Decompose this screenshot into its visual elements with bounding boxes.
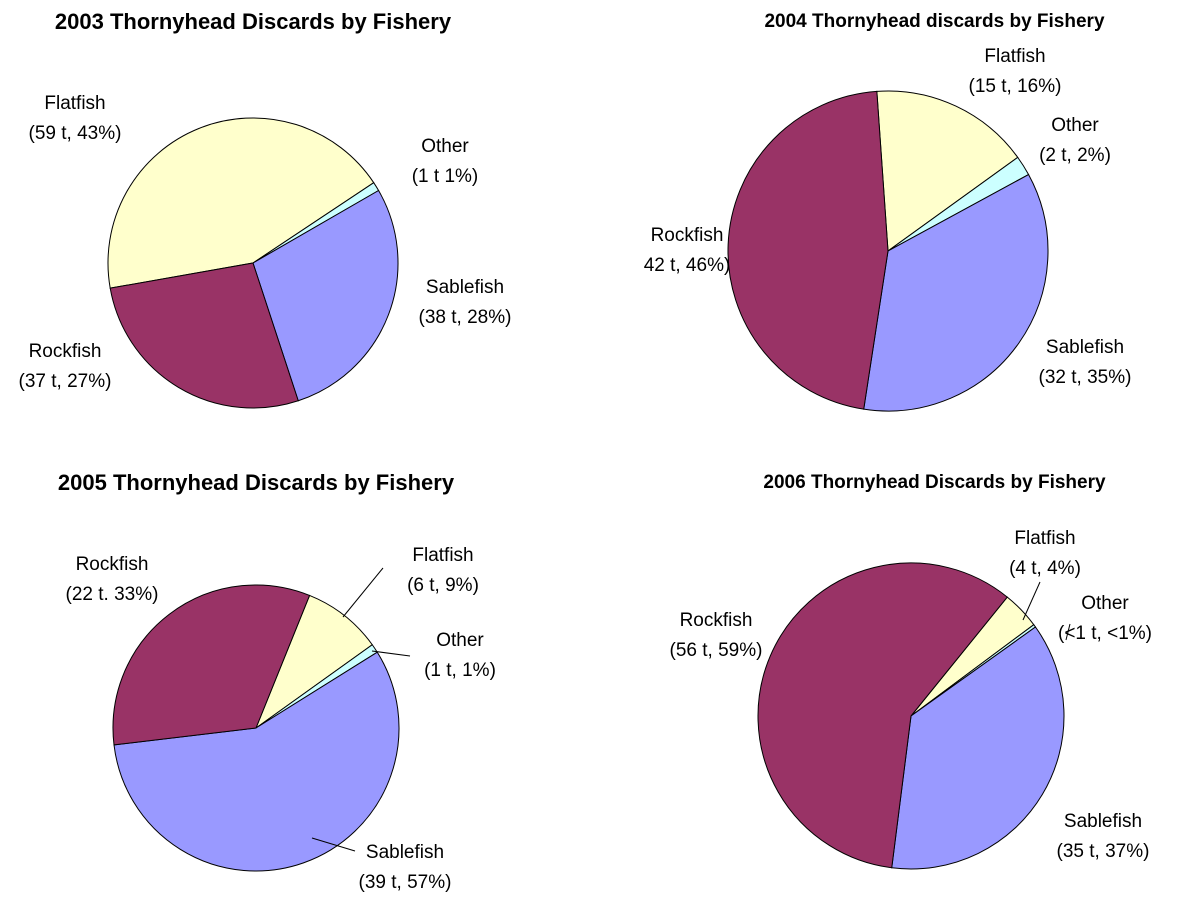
slice-value-label: (35 t, 37%) [1057, 841, 1150, 862]
chart-title: 2006 Thornyhead Discards by Fishery [763, 472, 1106, 493]
pie-slice [112, 584, 311, 746]
slice-value-label: (6 t, 9%) [407, 575, 479, 596]
chart-title: 2005 Thornyhead Discards by Fishery [57, 470, 455, 495]
leader-line [1065, 623, 1071, 641]
slice-label: Sablefish [366, 842, 444, 863]
slice-label: Other [421, 136, 469, 157]
pie-slice [876, 90, 1019, 252]
slice-value-label: (4 t, 4%) [1009, 558, 1081, 579]
slice-value-label: (1 t 1%) [412, 166, 479, 187]
slice-label: Other [436, 630, 484, 651]
slice-value-label: (2 t, 2%) [1039, 145, 1111, 166]
slice-label: Sablefish [426, 277, 504, 298]
slice-value-label: (39 t, 57%) [359, 872, 452, 893]
slice-value-label: (56 t, 59%) [670, 640, 763, 661]
slice-value-label: (38 t, 28%) [419, 307, 512, 328]
slice-label: Other [1081, 593, 1129, 614]
slice-label: Rockfish [76, 554, 149, 575]
slice-value-label: (37 t, 27%) [19, 371, 112, 392]
slice-value-label: (59 t, 43%) [29, 123, 122, 144]
pie-slice [891, 626, 1065, 870]
slice-value-label: (15 t, 16%) [969, 76, 1062, 97]
pie-slice [757, 562, 1008, 869]
pie-slice [863, 173, 1049, 412]
slice-value-label: (1 t, 1%) [424, 660, 496, 681]
slice-label: Rockfish [29, 341, 102, 362]
leader-line [371, 650, 411, 657]
pie-slice [109, 262, 299, 409]
pie-slice [252, 189, 399, 402]
slice-value-label: 42 t, 46%) [644, 255, 731, 276]
pie-slice [727, 90, 889, 410]
chart-title: 2003 Thornyhead Discards by Fishery [54, 9, 452, 34]
slice-label: Other [1051, 115, 1099, 136]
slice-label: Sablefish [1046, 337, 1124, 358]
slice-label: Sablefish [1064, 811, 1142, 832]
leader-line [342, 567, 384, 618]
leader-line [311, 837, 356, 852]
slice-label: Rockfish [680, 610, 753, 631]
slice-label: Rockfish [651, 225, 724, 246]
slice-label: Flatfish [1014, 528, 1075, 549]
slice-value-label: (<1 t, <1%) [1058, 623, 1152, 644]
slice-value-label: (32 t, 35%) [1039, 367, 1132, 388]
chart-title: 2004 Thornyhead discards by Fishery [764, 11, 1105, 32]
leader-line [1022, 581, 1041, 621]
slice-label: Flatfish [984, 46, 1045, 67]
slice-value-label: (22 t. 33%) [66, 584, 159, 605]
slice-label: Flatfish [44, 93, 105, 114]
pie-slice [113, 651, 400, 872]
pie-slice [107, 117, 375, 289]
slice-label: Flatfish [412, 545, 473, 566]
